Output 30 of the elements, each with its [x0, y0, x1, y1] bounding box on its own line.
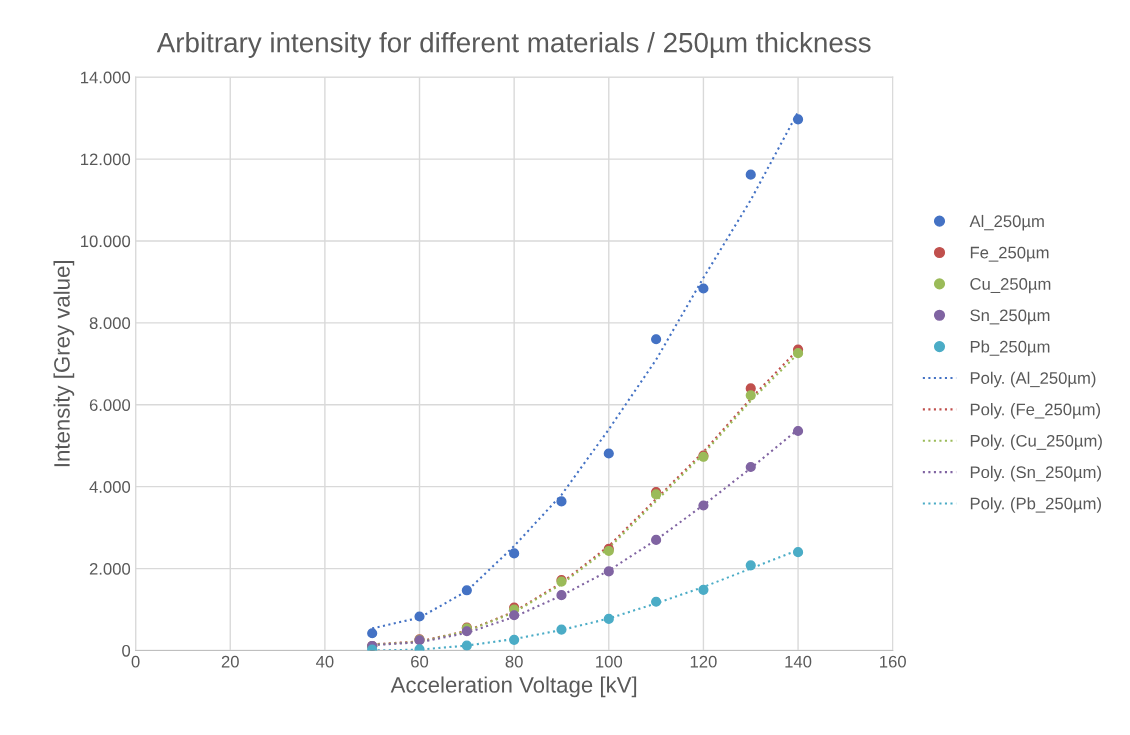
y-tick-label: 10.000	[81, 235, 131, 248]
y-tick-label: 6.000	[89, 399, 131, 411]
y-axis-title: Intensity [Grey value]	[53, 261, 75, 467]
y-tick-label: 4.000	[89, 481, 131, 493]
y-tick-label: 0	[122, 644, 131, 657]
legend-label: Al_250µm	[969, 214, 1044, 231]
y-tick-label: 8.000	[89, 317, 131, 330]
x-axis-title: Acceleration Voltage [kV]	[390, 676, 637, 698]
x-tick-label: 40	[315, 655, 334, 668]
x-tick-label: 100	[596, 655, 623, 668]
x-tick-label: 160	[880, 655, 906, 668]
legend-label: Fe_250µm	[970, 246, 1049, 262]
y-tick-label: 12.000	[81, 153, 131, 166]
x-tick-label: 0	[131, 655, 140, 668]
legend-label: Poly. (Pb_250µm)	[970, 497, 1101, 513]
legend-label: Sn_250µm	[970, 309, 1050, 325]
legend-label: Poly. (Sn_250µm)	[970, 465, 1101, 482]
x-tick-label: 120	[690, 655, 717, 668]
legend-label: Cu_250µm	[970, 278, 1051, 294]
legend-label: Poly. (Fe_250µm)	[970, 403, 1101, 419]
y-tick-label: 2.000	[89, 562, 131, 575]
x-tick-label: 20	[221, 655, 239, 668]
y-tick-label: 14.000	[81, 71, 131, 84]
x-tick-label: 80	[505, 655, 523, 668]
chart-title: Arbitrary intensity for different materials / 250µm thickness	[156, 32, 871, 58]
x-tick-label: 140	[785, 655, 812, 668]
legend-label: Poly. (Cu_250µm)	[970, 434, 1102, 451]
legend-label: Poly. (Al_250µm)	[970, 371, 1096, 388]
legend-label: Pb_250µm	[970, 340, 1050, 356]
x-tick-label: 60	[411, 655, 429, 668]
